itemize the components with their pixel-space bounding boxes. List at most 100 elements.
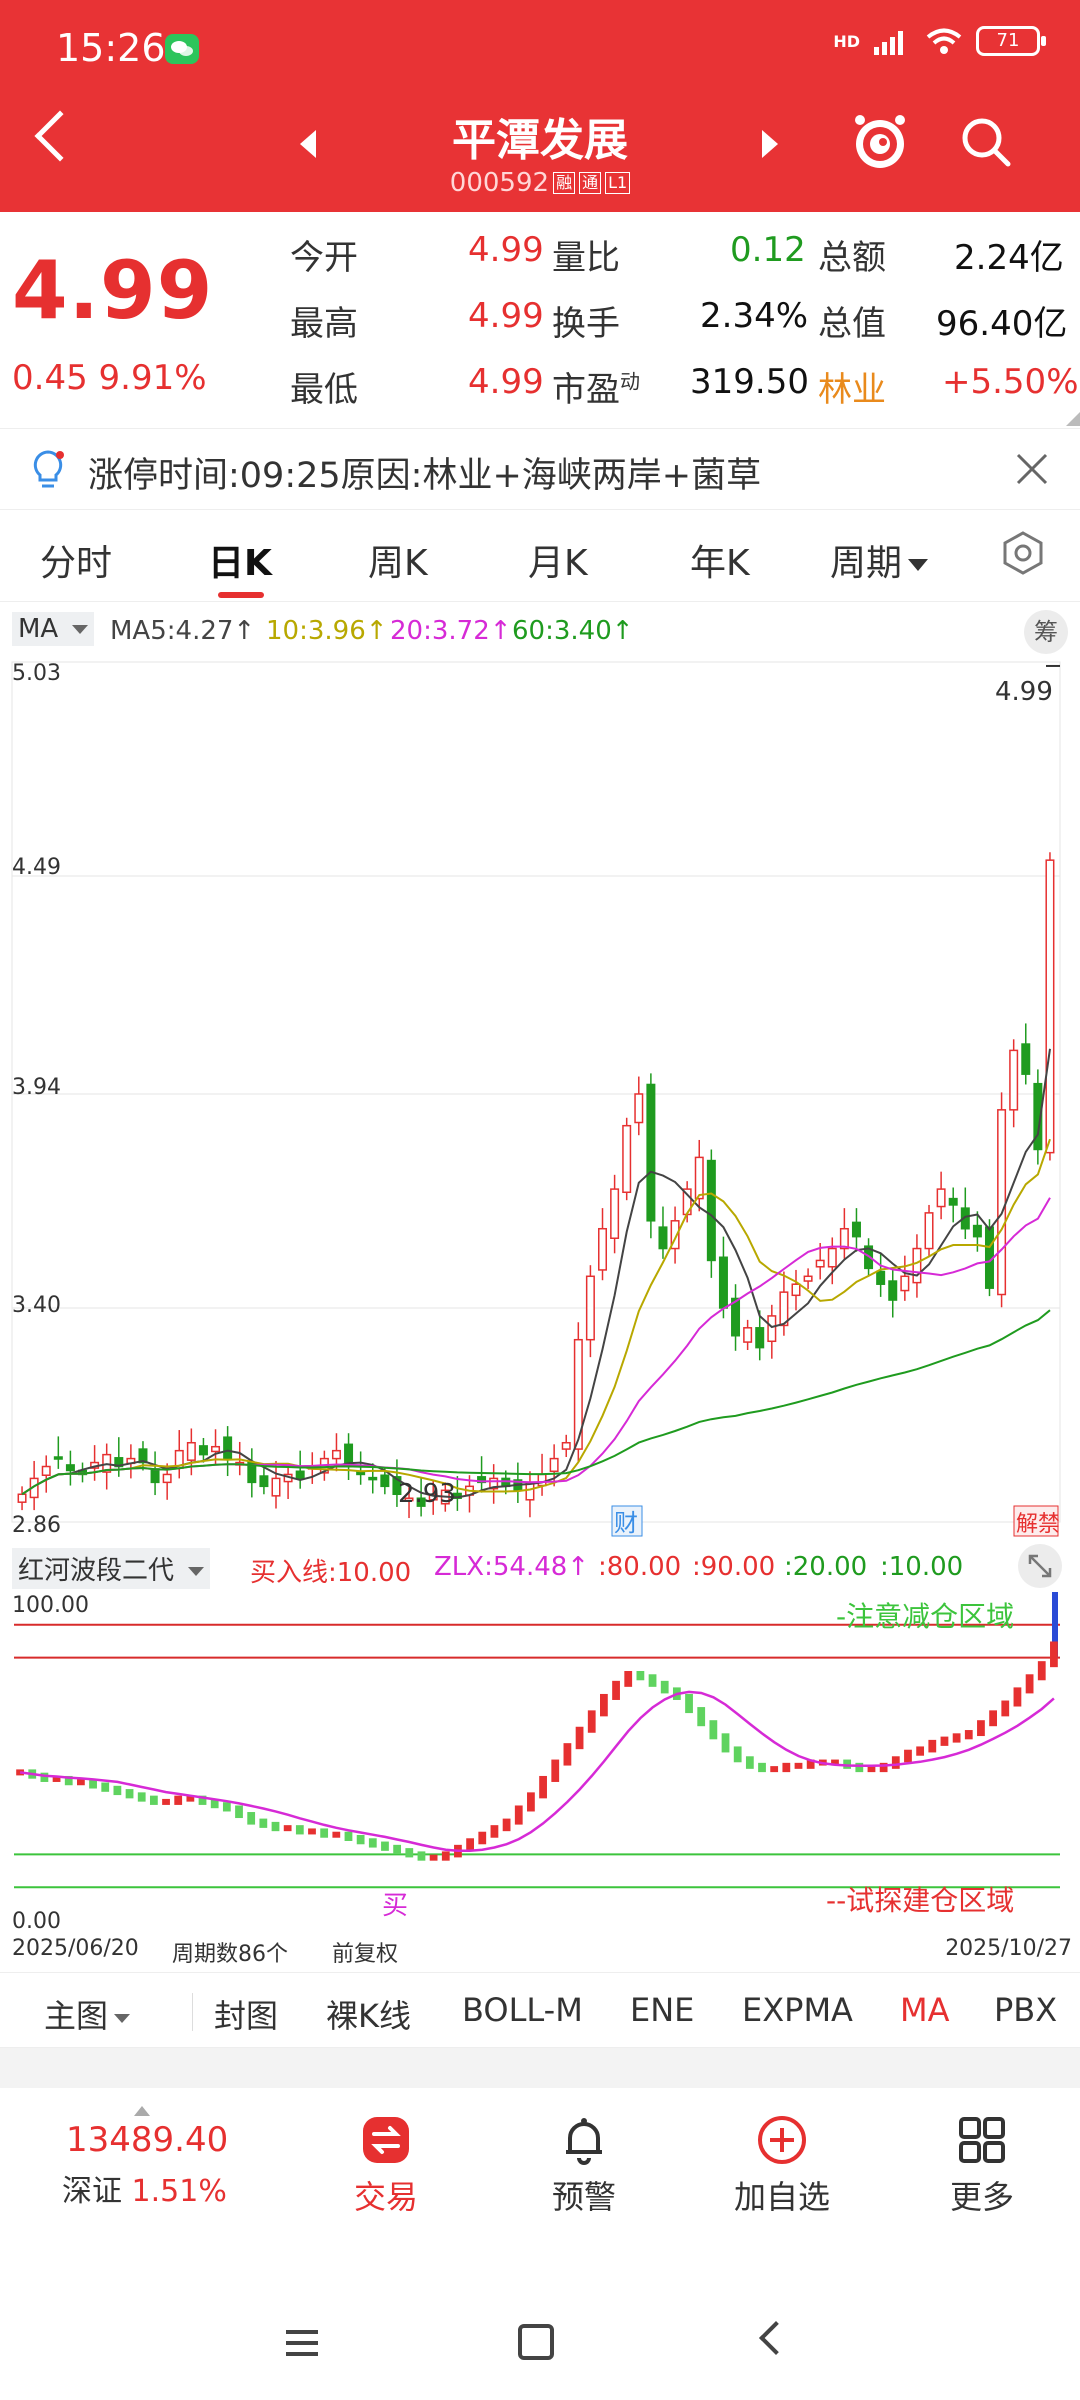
candle-down [718,1256,728,1309]
system-nav [0,2280,1080,2400]
pe-label: 市盈动 [552,362,640,411]
osc-bar-up [1025,1674,1034,1694]
ma5-value: MA5:4.27↑ [110,616,256,646]
tab-period[interactable]: 周期 [830,534,929,586]
kline-frame [11,661,1061,1523]
grid-icon [959,2117,1005,2163]
close-icon[interactable] [1014,451,1050,487]
system-back-icon[interactable] [759,2321,793,2355]
nav-alert[interactable]: 预警 [514,2100,654,2220]
osc-y-top: 100.00 [12,1593,89,1618]
candle-up [573,1338,583,1450]
price-change: 0.45 9.91% [12,358,207,398]
tab-weekly-k[interactable]: 周K [368,543,428,584]
osc-bar-up [612,1680,620,1700]
chip-distribution-icon[interactable]: 筹 [1024,610,1068,654]
osc-bar-down [247,1812,256,1825]
indicator-expma[interactable]: EXPMA [742,1991,853,2029]
expand-icon[interactable] [1018,1544,1062,1588]
limit-up-banner[interactable]: 涨停时间:09:25原因:林业+海峡两岸+菌草 [0,428,1080,510]
osc-bar-down [101,1782,110,1792]
candle-down [247,1461,257,1484]
adjust-mode[interactable]: 前复权 [332,1942,399,1967]
turnover-rate-label: 换手 [552,304,620,344]
bell-icon [566,2118,602,2165]
main-chart-selector[interactable]: 主图 [44,1991,131,2037]
ma-selector-label: MA [18,614,59,644]
open-label: 今开 [290,238,358,278]
osc-bar-down [393,1844,402,1855]
osc-bar-up [831,1759,839,1766]
candle-up [464,1485,474,1496]
osc-bar-down [685,1693,693,1714]
status-icons: HD 71 [833,26,1046,56]
prev-stock-icon[interactable] [300,130,316,158]
margin-tag: 融 [553,172,576,194]
indicator-bar: 主图 封图 裸K线 BOLL-M ENE EXPMA MA PBX [0,1972,1080,2048]
tab-daily-k[interactable]: 日K [208,543,272,584]
tab-intraday[interactable]: 分时 [40,543,113,584]
osc-bar-up [928,1739,937,1753]
indicator-seal[interactable]: 封图 [214,1997,279,2035]
candle-up [271,1477,281,1497]
event-finance[interactable]: 财 [614,1509,638,1537]
mascot-icon[interactable] [852,112,908,172]
candle-up [670,1220,680,1250]
osc-bar-up [891,1756,900,1769]
wechat-notification-icon [165,34,199,64]
ma-selector[interactable]: MA [12,612,95,646]
nav-add-watch[interactable]: 加自选 [712,2100,852,2220]
chevron-up-icon[interactable] [134,2106,150,2116]
next-stock-icon[interactable] [762,130,778,158]
ma-line-10 [21,1138,1051,1496]
nav-trade[interactable]: 交易 [316,2100,456,2220]
index-name: 深证 [62,2174,122,2209]
candle-up [839,1227,849,1250]
tab-yearly-k[interactable]: 年K [690,543,750,584]
indicator-pbx[interactable]: PBX [994,1991,1058,2029]
candle-down [851,1221,861,1238]
indicator-boll-m[interactable]: BOLL-M [462,1991,583,2029]
candle-up [102,1453,112,1473]
signal-icon [874,31,903,55]
price-tag: 4.99 [995,677,1053,707]
osc-bar-up [867,1766,876,1773]
osc-y-bottom: 0.00 [12,1909,61,1934]
osc-bar-down [28,1769,37,1779]
change-value: 0.45 [12,358,88,398]
event-unlock[interactable]: 解禁 [1016,1512,1060,1537]
candle-down [960,1207,970,1230]
search-icon[interactable] [960,116,1012,168]
osc-bar-down [149,1795,158,1805]
trade-icon [363,2117,409,2163]
nav-more[interactable]: 更多 [912,2100,1052,2220]
indicator-ma[interactable]: MA [900,1991,950,2029]
kline-ma-lines [21,664,1060,1499]
indicator-bare-k[interactable]: 裸K线 [326,1997,411,2035]
settings-hexagon-icon[interactable] [1000,530,1046,576]
event-finance-box[interactable] [611,1505,643,1537]
candle-up [743,1327,753,1343]
sector-label[interactable]: 林业 [818,370,886,410]
osc-bar-up [940,1736,949,1746]
candle-up [283,1473,293,1483]
tab-monthly-k[interactable]: 月K [528,543,588,584]
candle-down [984,1226,994,1289]
osc-bar-down [855,1762,864,1773]
build-zone-label: --试探建仓区域 [826,1884,1014,1917]
indicator-ene[interactable]: ENE [630,1991,695,2029]
index-value[interactable]: 13489.40 [66,2120,229,2160]
osc-bar-down [648,1674,657,1687]
osc-top-marker [1052,1592,1058,1658]
menu-icon[interactable] [284,2328,320,2358]
oscillator-selector[interactable]: 红河波段二代 [12,1548,211,1589]
event-unlock-box[interactable] [1013,1505,1059,1537]
chevron-down-icon [114,2013,131,2023]
home-icon[interactable] [518,2324,554,2360]
osc-bar-down [125,1789,134,1799]
candle-down [356,1471,366,1476]
index-name-row[interactable]: 深证 1.51% [62,2166,227,2210]
osc-bar-up [782,1762,791,1773]
nav-trade-label: 交易 [353,2178,418,2216]
osc-bar-up [989,1710,997,1727]
